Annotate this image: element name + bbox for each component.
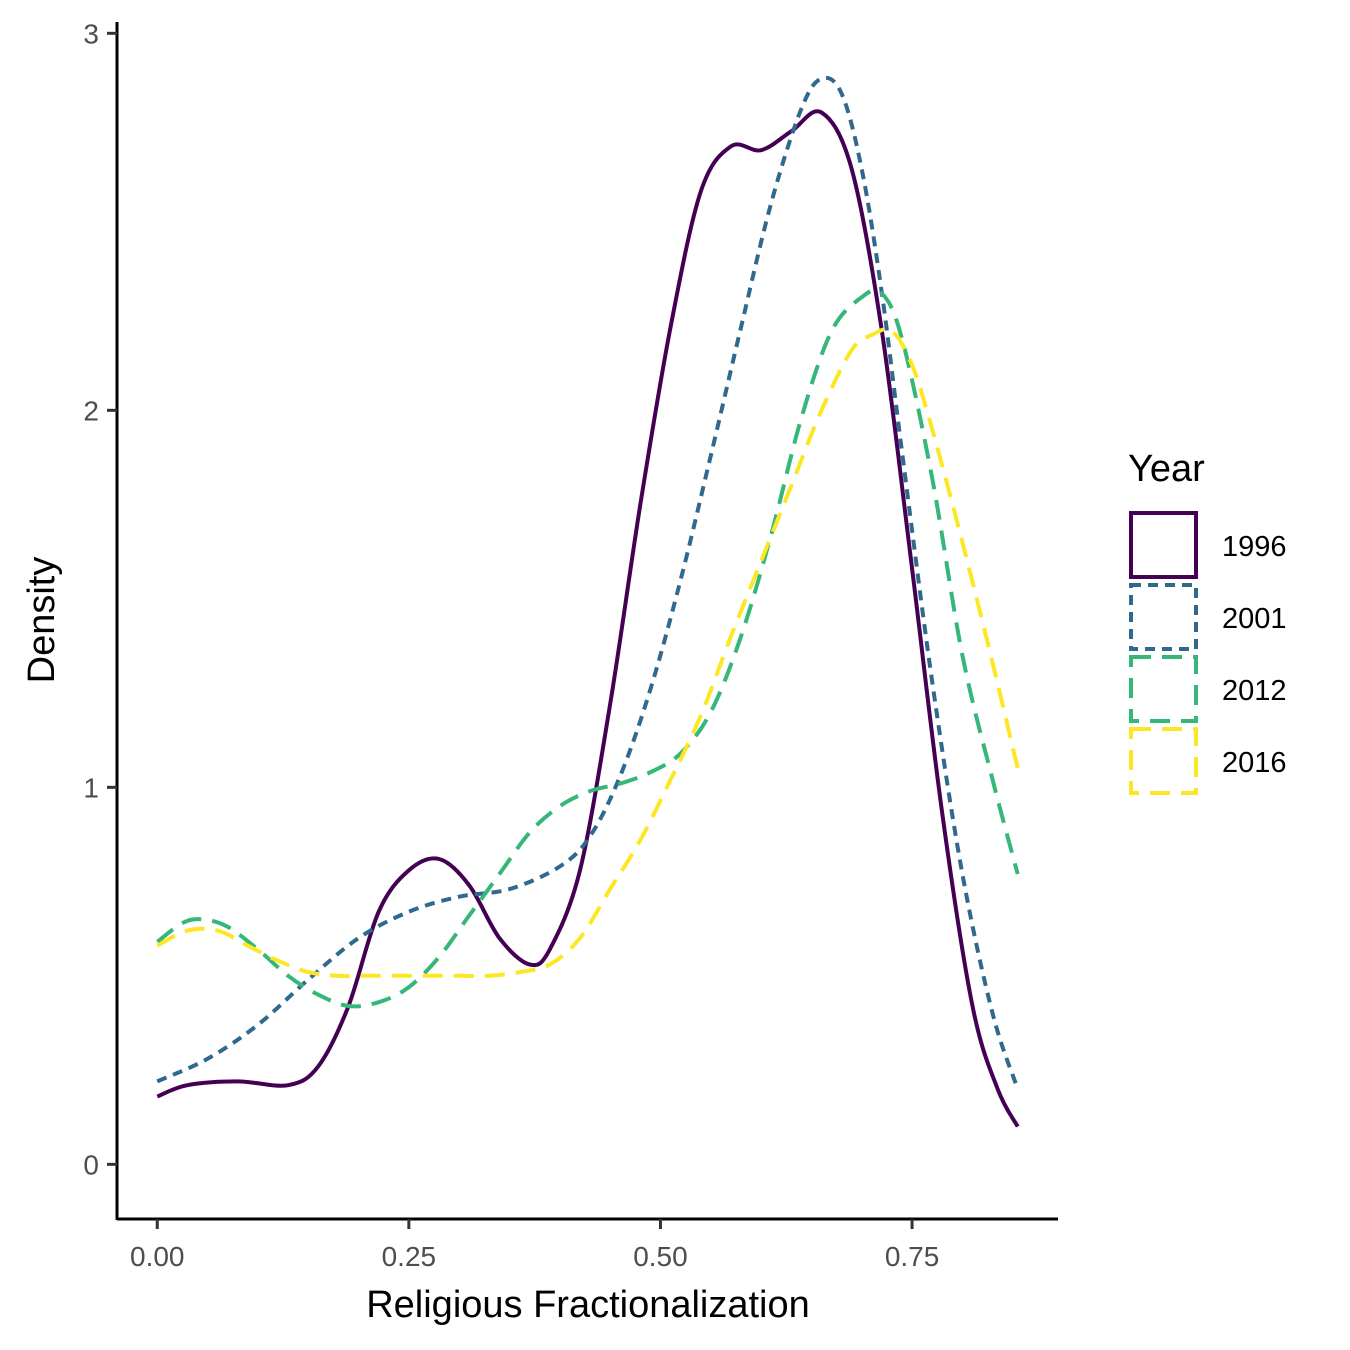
y-tick-label: 3 bbox=[83, 18, 99, 49]
density-lines bbox=[156, 75, 1020, 1128]
legend-key-2012 bbox=[1129, 655, 1198, 723]
y-axis-title: Density bbox=[21, 557, 63, 684]
y-tick-label: 0 bbox=[83, 1149, 99, 1180]
legend-label-2012: 2012 bbox=[1222, 675, 1287, 707]
x-tick-label: 0.00 bbox=[130, 1241, 185, 1272]
x-axis-title: Religious Fractionalization bbox=[366, 1284, 810, 1326]
legend-label-2016: 2016 bbox=[1222, 747, 1287, 779]
y-axis-ticks: 0 1 2 3 bbox=[83, 18, 117, 1180]
density-line-2012 bbox=[156, 287, 1020, 1009]
legend: Year 1996 2001 2012 2016 bbox=[1128, 448, 1287, 795]
density-line-1996 bbox=[156, 109, 1020, 1128]
y-tick-label: 1 bbox=[83, 772, 99, 803]
density-line-2016 bbox=[156, 327, 1020, 979]
x-axis-ticks: 0.00 0.25 0.50 0.75 bbox=[130, 1219, 939, 1272]
density-line-2001 bbox=[156, 75, 1020, 1090]
legend-key-2001 bbox=[1129, 583, 1198, 651]
legend-label-1996: 1996 bbox=[1222, 531, 1287, 563]
legend-key-2016 bbox=[1129, 727, 1198, 795]
legend-label-2001: 2001 bbox=[1222, 603, 1287, 635]
plot-panel bbox=[156, 75, 1020, 1128]
x-tick-label: 0.50 bbox=[633, 1241, 688, 1272]
legend-title: Year bbox=[1128, 448, 1205, 490]
x-tick-label: 0.25 bbox=[382, 1241, 437, 1272]
x-tick-label: 0.75 bbox=[885, 1241, 940, 1272]
y-tick-label: 2 bbox=[83, 395, 99, 426]
legend-key-1996 bbox=[1129, 511, 1198, 579]
